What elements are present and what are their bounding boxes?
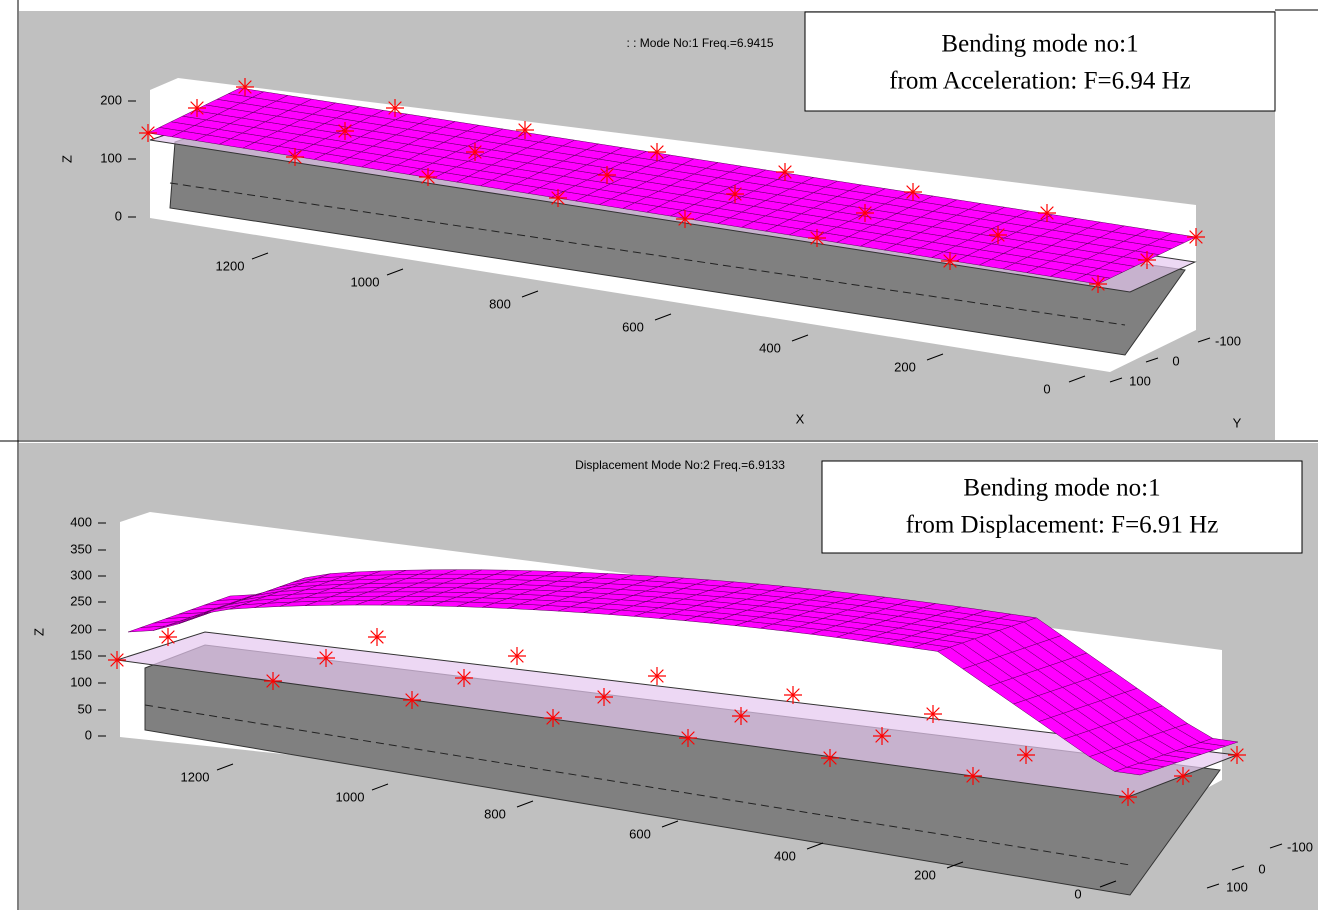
y-tick-label: -100: [1215, 333, 1241, 348]
z-tick-label: 150: [70, 647, 92, 662]
z-tick-label: 200: [70, 621, 92, 636]
plot-title: Displacement Mode No:2 Freq.=6.9133: [575, 458, 785, 472]
z-tick-label: 250: [70, 593, 92, 608]
plot-title: : : Mode No:1 Freq.=6.9415: [626, 36, 773, 50]
z-label: Z: [59, 155, 74, 163]
x-tick-label: 800: [484, 806, 506, 821]
page: Z X Y Z 0100200020040060080010001200-100…: [0, 0, 1318, 910]
z-tick-label: 100: [100, 150, 122, 165]
y-tick-label: 0: [1258, 861, 1265, 876]
y-tick-label: -100: [1287, 839, 1313, 854]
z-tick-label: 400: [70, 514, 92, 529]
z-tick-label: 50: [78, 701, 92, 716]
x-tick-label: 0: [1043, 381, 1050, 396]
y-tick-label: 0: [1172, 353, 1179, 368]
z-tick-label: 300: [70, 567, 92, 582]
x-tick-label: 600: [629, 826, 651, 841]
annotation: from Acceleration: F=6.94 Hz: [889, 68, 1191, 95]
x-label: X: [796, 411, 805, 426]
x-tick-label: 1200: [181, 769, 210, 784]
annotation: Bending mode no:1: [941, 31, 1138, 58]
z-tick-label: 0: [85, 727, 92, 742]
x-tick-label: 800: [489, 296, 511, 311]
z-tick-label: 0: [115, 208, 122, 223]
x-tick-label: 1200: [216, 258, 245, 273]
z-tick-label: 200: [100, 92, 122, 107]
y-tick-label: 100: [1226, 879, 1248, 894]
z-label: Z: [31, 628, 46, 636]
y-label: Y: [1233, 415, 1242, 430]
z-tick-label: 100: [70, 674, 92, 689]
x-tick-label: 200: [894, 359, 916, 374]
x-tick-label: 400: [759, 340, 781, 355]
x-tick-label: 600: [622, 319, 644, 334]
x-tick-label: 400: [774, 848, 796, 863]
x-tick-label: 0: [1074, 886, 1081, 901]
y-tick-label: 100: [1129, 373, 1151, 388]
x-tick-label: 1000: [351, 274, 380, 289]
x-tick-label: 200: [914, 867, 936, 882]
annotation: from Displacement: F=6.91 Hz: [906, 512, 1219, 539]
annotation-box: [805, 12, 1275, 111]
z-tick-label: 350: [70, 541, 92, 556]
annotation: Bending mode no:1: [963, 475, 1160, 502]
x-tick-label: 1000: [336, 789, 365, 804]
